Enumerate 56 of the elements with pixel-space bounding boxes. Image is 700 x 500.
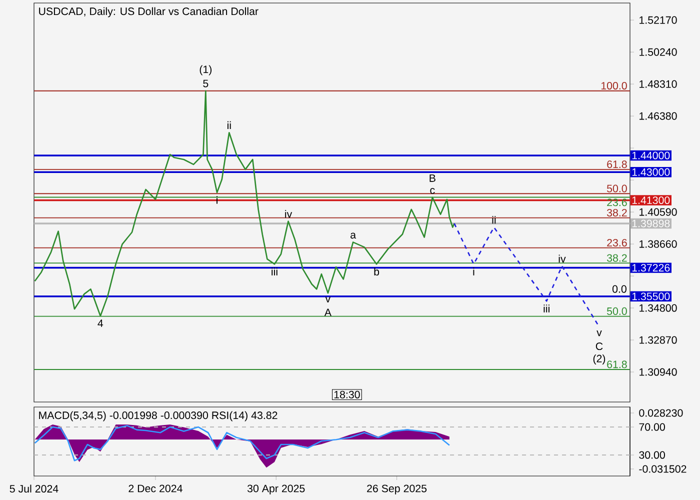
y-tick-label: 1.52170 bbox=[640, 16, 677, 24]
annotation: ii bbox=[492, 216, 496, 224]
annotation: (1) bbox=[200, 65, 212, 76]
annotation: 23.6 bbox=[607, 238, 627, 247]
x-tick-label: 5 Jul 2024 bbox=[10, 484, 58, 493]
annotation: 4 bbox=[98, 320, 104, 327]
x-tick-label: 2 Dec 2024 bbox=[128, 484, 182, 492]
annotation: 18:30 bbox=[334, 390, 360, 398]
ref-line-label: 1.37226 bbox=[632, 264, 670, 272]
annotation: 0.0 bbox=[612, 285, 626, 293]
y2-tick-label: 30.00 bbox=[639, 451, 665, 459]
annotation: iii bbox=[544, 304, 550, 312]
y-tick-label: 1.34800 bbox=[640, 304, 677, 312]
annotation: 38.2 bbox=[606, 208, 627, 216]
y-tick-label: 1.38660 bbox=[640, 240, 677, 248]
chart-title: USDCAD, Daily: US Dollar vs Canadian Dollar bbox=[39, 7, 258, 18]
annotation: iv bbox=[558, 254, 566, 262]
annotation: 38.2 bbox=[606, 254, 627, 262]
annotation: C bbox=[596, 342, 603, 350]
annotation: iv bbox=[285, 210, 292, 218]
y-tick-label: -0.031502 bbox=[639, 465, 686, 473]
annotation: 50.0 bbox=[606, 184, 627, 192]
annotation: c bbox=[430, 188, 435, 194]
annotation: v bbox=[325, 296, 331, 302]
ref-line-label: 1.43000 bbox=[632, 168, 670, 176]
annotation: A bbox=[324, 308, 332, 316]
annotation: B bbox=[430, 174, 436, 182]
y-tick-label: 1.50240 bbox=[640, 48, 677, 56]
y-tick-label: 1.48310 bbox=[640, 80, 677, 88]
y2-tick-label: 70.00 bbox=[639, 423, 665, 431]
ref-line-label: 1.39898 bbox=[632, 220, 670, 228]
chart-title: MACD(5,34,5) -0.001998 -0.000390 RSI(14) 43.82 bbox=[39, 411, 278, 422]
y-tick-label: 1.32870 bbox=[640, 336, 677, 344]
annotation: 100.0 bbox=[601, 82, 627, 90]
x-tick-label: 26 Sep 2025 bbox=[367, 484, 427, 494]
x-tick-label: 30 Apr 2025 bbox=[247, 484, 305, 494]
annotation: iii bbox=[272, 268, 278, 276]
y-tick-label: 1.40590 bbox=[640, 208, 677, 216]
annotation: (2) bbox=[593, 354, 606, 364]
annotation: v bbox=[596, 330, 602, 336]
annotation: i bbox=[473, 268, 474, 276]
annotation: a bbox=[350, 232, 356, 239]
annotation: b bbox=[374, 268, 380, 276]
annotation: 61.8 bbox=[607, 360, 627, 368]
annotation: 61.8 bbox=[607, 160, 627, 168]
ref-line-label: 1.35500 bbox=[632, 292, 670, 300]
line-series bbox=[34, 424, 450, 462]
annotation: ii bbox=[228, 121, 231, 130]
y-tick-label: 1.30940 bbox=[640, 368, 677, 376]
annotation: 5 bbox=[203, 80, 208, 88]
y-tick-label: 0.028230 bbox=[639, 409, 683, 417]
annotation: i bbox=[216, 196, 218, 204]
annotation: 50.0 bbox=[606, 307, 627, 315]
ref-line-label: 1.44000 bbox=[632, 152, 670, 160]
ref-line-label: 1.41300 bbox=[632, 196, 670, 204]
y-tick-label: 1.46380 bbox=[640, 112, 677, 120]
